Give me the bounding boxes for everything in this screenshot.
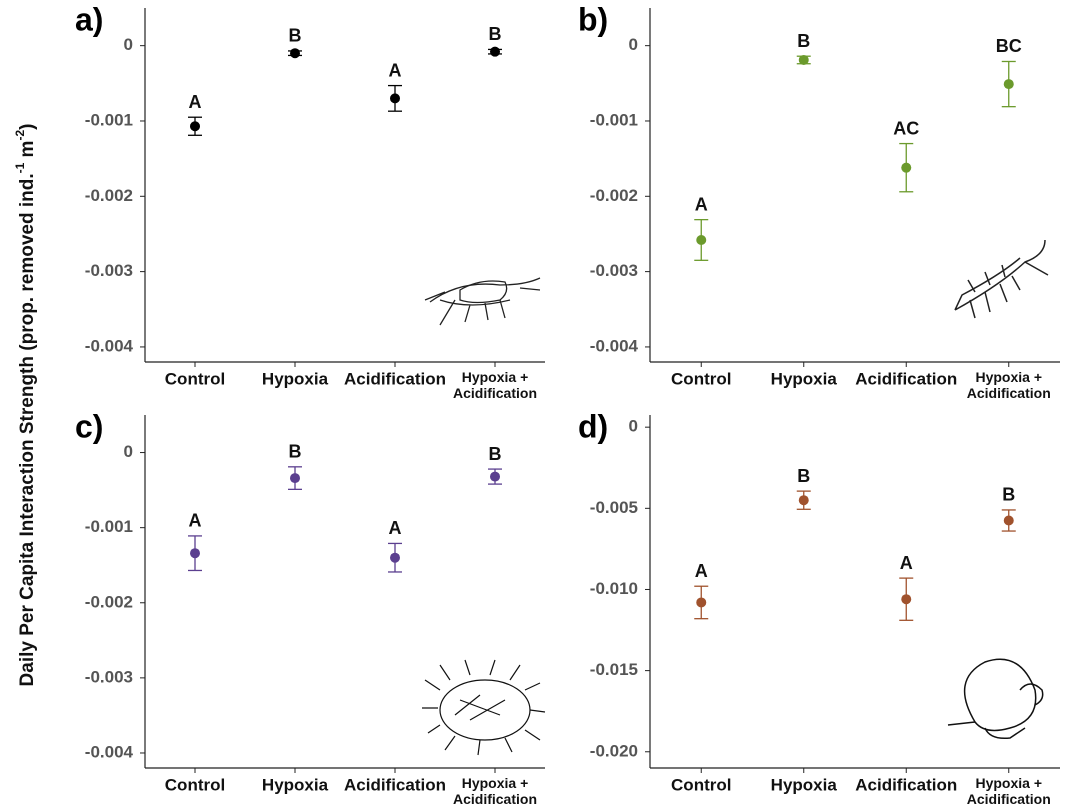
- y-tick-label: -0.004: [590, 336, 639, 355]
- isopod-icon: [954, 239, 1049, 319]
- y-label-text: ): [17, 124, 38, 130]
- significance-letter: B: [1002, 485, 1015, 505]
- significance-letter: A: [695, 561, 708, 581]
- point: [190, 548, 200, 559]
- point: [798, 495, 809, 506]
- y-label-text: Daily Per Capita Interaction Strength (p…: [17, 173, 38, 686]
- panel-label: d): [578, 408, 608, 444]
- y-tick-label: -0.001: [85, 517, 133, 536]
- y-tick-label: -0.010: [590, 579, 638, 598]
- significance-letter: B: [797, 31, 810, 51]
- amphipod-icon: [424, 277, 541, 326]
- point: [901, 162, 912, 173]
- y-axis-label: Daily Per Capita Interaction Strength (p…: [13, 124, 38, 687]
- y-label-sup: -1: [13, 162, 27, 173]
- panel-label: a): [75, 1, 103, 37]
- point: [490, 471, 500, 482]
- x-tick-label: Hypoxia: [771, 775, 838, 794]
- point: [901, 594, 912, 605]
- x-tick-label: Control: [165, 369, 225, 388]
- y-tick-label: -0.015: [590, 660, 638, 679]
- point: [390, 552, 400, 563]
- x-tick-label: Hypoxia + Acidification: [967, 775, 1051, 807]
- y-tick-label: -0.003: [590, 261, 638, 280]
- point: [390, 93, 400, 104]
- point: [490, 46, 500, 57]
- point: [798, 54, 809, 65]
- x-tick-label: Acidification: [344, 369, 446, 388]
- x-tick-label-line: Acidification: [453, 385, 537, 401]
- snail-icon: [947, 658, 1044, 740]
- y-tick-label: 0: [124, 442, 133, 461]
- panel-label: b): [578, 1, 608, 37]
- urchin-icon: [422, 659, 546, 756]
- x-tick-label: Control: [671, 775, 731, 794]
- x-tick-label: Acidification: [855, 369, 957, 388]
- x-tick-label: Control: [165, 775, 225, 794]
- significance-letter: B: [289, 26, 302, 46]
- y-tick-label: -0.001: [85, 110, 133, 129]
- x-tick-label: Hypoxia + Acidification: [453, 775, 537, 807]
- y-tick-label: -0.004: [85, 742, 134, 761]
- y-tick-label: -0.020: [590, 741, 638, 760]
- x-tick-label-line: Acidification: [967, 385, 1051, 401]
- significance-letter: A: [389, 518, 402, 538]
- significance-letter: B: [489, 444, 502, 464]
- x-tick-label-line: Hypoxia +: [462, 775, 529, 791]
- significance-letter: A: [695, 194, 708, 214]
- significance-letter: B: [289, 442, 302, 462]
- x-tick-label: Hypoxia: [771, 369, 838, 388]
- significance-letter: A: [189, 511, 202, 531]
- significance-letter: A: [189, 92, 202, 112]
- y-tick-label: 0: [629, 417, 638, 436]
- point: [1003, 79, 1014, 90]
- y-tick-label: 0: [124, 35, 133, 54]
- y-tick-label: -0.002: [590, 186, 638, 205]
- point: [290, 473, 300, 484]
- x-tick-label: Control: [671, 369, 731, 388]
- significance-letter: B: [489, 24, 502, 44]
- y-tick-label: -0.004: [85, 336, 134, 355]
- x-tick-label: Hypoxia: [262, 775, 329, 794]
- x-tick-label: Acidification: [855, 775, 957, 794]
- y-label-text: m: [17, 141, 38, 163]
- y-label-sup: -2: [13, 130, 27, 141]
- y-tick-label: -0.005: [590, 498, 638, 517]
- x-tick-label: Acidification: [344, 775, 446, 794]
- x-tick-label-line: Hypoxia +: [975, 775, 1042, 791]
- x-tick-label-line: Acidification: [967, 791, 1051, 807]
- y-tick-label: -0.001: [590, 110, 638, 129]
- significance-letter: A: [389, 60, 402, 80]
- significance-letter: A: [900, 553, 913, 573]
- point: [290, 48, 300, 59]
- significance-letter: AC: [893, 118, 919, 138]
- point: [696, 597, 707, 608]
- significance-letter: BC: [996, 36, 1022, 56]
- x-tick-label: Hypoxia + Acidification: [453, 369, 537, 401]
- point: [1003, 515, 1014, 526]
- point: [190, 121, 200, 132]
- y-tick-label: -0.003: [85, 261, 133, 280]
- panel-label: c): [75, 408, 103, 444]
- point: [696, 234, 707, 245]
- x-tick-label-line: Hypoxia +: [975, 369, 1042, 385]
- x-tick-label: Hypoxia: [262, 369, 329, 388]
- x-tick-label: Hypoxia + Acidification: [967, 369, 1051, 401]
- x-tick-label-line: Acidification: [453, 791, 537, 807]
- x-tick-label-line: Hypoxia +: [462, 369, 529, 385]
- significance-letter: B: [797, 466, 810, 486]
- y-tick-label: -0.002: [85, 592, 133, 611]
- y-tick-label: 0: [629, 35, 638, 54]
- y-tick-label: -0.003: [85, 667, 133, 686]
- y-tick-label: -0.002: [85, 186, 133, 205]
